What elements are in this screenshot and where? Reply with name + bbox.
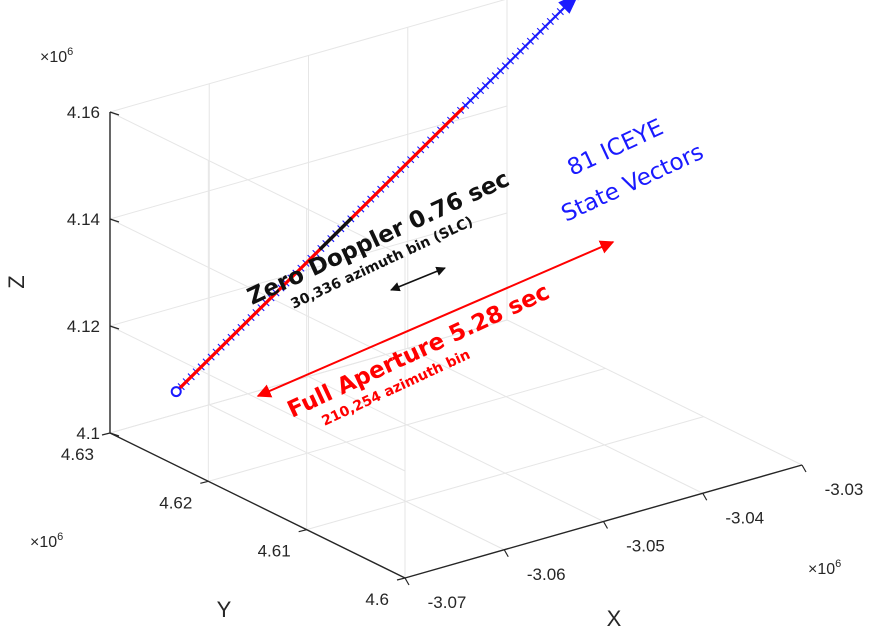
y-tick-label: 4.6 xyxy=(365,590,389,609)
x-tick-label: -3.05 xyxy=(626,537,665,556)
x-tick-label: -3.06 xyxy=(527,565,566,584)
x-tick xyxy=(801,464,807,473)
x-tick xyxy=(702,492,708,501)
data-series xyxy=(170,0,579,398)
z-tick-label: 4.12 xyxy=(67,317,100,336)
zero-doppler-arrow xyxy=(390,266,446,292)
x-tick-label: -3.03 xyxy=(825,480,864,499)
grid-lines xyxy=(109,0,803,579)
grid-line xyxy=(109,0,506,113)
full-aperture-annotation: Full Aperture 5.28 sec 210,254 azimuth b… xyxy=(284,279,554,430)
y-tick-label: 4.61 xyxy=(258,542,291,561)
z-tick-label: 4.1 xyxy=(76,424,100,443)
grid-line xyxy=(109,325,406,472)
grid-line xyxy=(109,111,406,258)
grid-line xyxy=(506,319,803,466)
z-tick-labels: 4.1 4.12 4.14 4.16 xyxy=(67,103,100,443)
grid-line xyxy=(109,105,508,220)
trajectory-start-marker xyxy=(170,386,182,398)
z-tick xyxy=(109,218,120,223)
z-tick-label: 4.16 xyxy=(67,103,100,122)
y-tick-label: 4.63 xyxy=(61,445,94,464)
z-tick xyxy=(109,111,120,116)
axis-box xyxy=(101,111,807,586)
y-tick-labels: 4.6 4.61 4.62 4.63 xyxy=(61,445,389,609)
z-tick xyxy=(109,432,120,437)
x-tick xyxy=(602,521,609,529)
y-exponent: ×106 xyxy=(30,531,63,551)
full-aperture-arrow xyxy=(256,240,615,398)
z-exponent: ×106 xyxy=(40,46,73,66)
z-axis-label: Z xyxy=(4,275,29,288)
x-tick-label: -3.04 xyxy=(725,508,764,527)
x-axis-label: X xyxy=(607,606,622,631)
y-axis-line xyxy=(109,432,406,579)
y-tick xyxy=(101,432,111,436)
z-tick-label: 4.14 xyxy=(67,210,100,229)
z-tick xyxy=(109,325,120,330)
y-tick xyxy=(298,529,307,533)
x-exponent: ×106 xyxy=(808,558,841,578)
y-tick xyxy=(200,480,209,484)
y-axis-label: Y xyxy=(217,597,232,622)
x-tick xyxy=(503,549,509,558)
trajectory-direction-arrow xyxy=(558,0,577,14)
full-aperture-title: Full Aperture 5.28 sec xyxy=(284,279,554,423)
grid-line xyxy=(308,376,604,522)
x-tick-label: -3.07 xyxy=(428,593,467,612)
y-tick-label: 4.62 xyxy=(159,493,192,512)
x-tick xyxy=(404,577,410,586)
x-tick-labels: -3.07 -3.06 -3.05 -3.04 -3.03 xyxy=(428,480,864,612)
grid-line xyxy=(306,416,704,531)
grid-line xyxy=(209,404,505,551)
y-tick xyxy=(396,577,406,581)
